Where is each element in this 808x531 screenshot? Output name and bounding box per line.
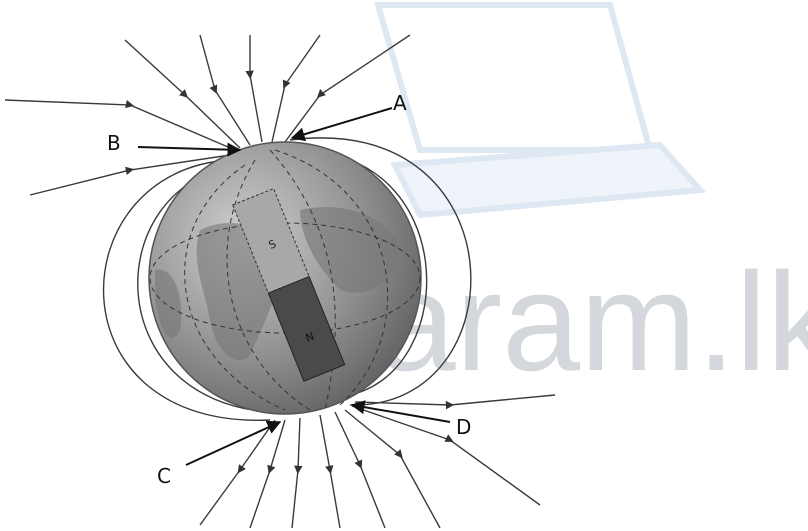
label: D [456,415,471,439]
watermark-laptop [378,5,700,215]
label: A [393,91,407,115]
label: C [157,464,171,488]
diagram: agaram.lk S [0,0,808,531]
page: agaram.lk S [0,0,808,531]
label: B [107,131,121,155]
